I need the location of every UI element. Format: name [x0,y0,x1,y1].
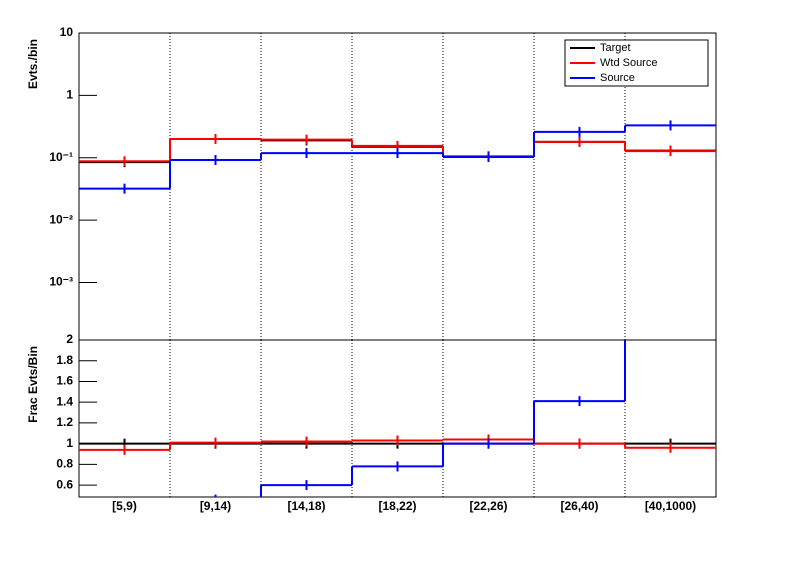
x-tick-label: [9,14) [200,499,231,513]
x-tick-label: [5,9) [112,499,137,513]
x-tick-label: [18,22) [378,499,416,513]
plot-frame [78,339,717,498]
y-tick-label: 1.2 [56,415,73,429]
legend-label: Source [600,72,635,84]
y-tick-label: 1.4 [56,394,73,408]
series-group [79,340,716,497]
y-tick-label: 1 [66,88,73,102]
x-tick-label: [22,26) [469,499,507,513]
y-tick-label: 2 [66,332,73,346]
x-tick-label: [26,40) [560,499,598,513]
x-tick-label: [14,18) [287,499,325,513]
y-tick-label: 10⁻³ [49,275,73,289]
y-tick-label: 10⁻² [49,212,73,226]
y-tick-label: 1 [66,436,73,450]
x-tick-label: [40,1000) [645,499,696,513]
y-tick-label: 10⁻¹ [49,150,73,164]
legend-label: Target [600,42,631,54]
y-tick-label: 10 [60,25,74,39]
y-axis-label: Frac Evts/Bin [26,346,40,423]
y-tick-label: 1.6 [56,374,73,388]
series-group [79,120,716,194]
y-tick-label: 0.8 [56,457,73,471]
legend-label: Wtd Source [600,57,657,69]
y-tick-label: 1.8 [56,353,73,367]
y-axis-label: Evts./bin [26,39,40,89]
y-tick-label: 0.6 [56,477,73,491]
